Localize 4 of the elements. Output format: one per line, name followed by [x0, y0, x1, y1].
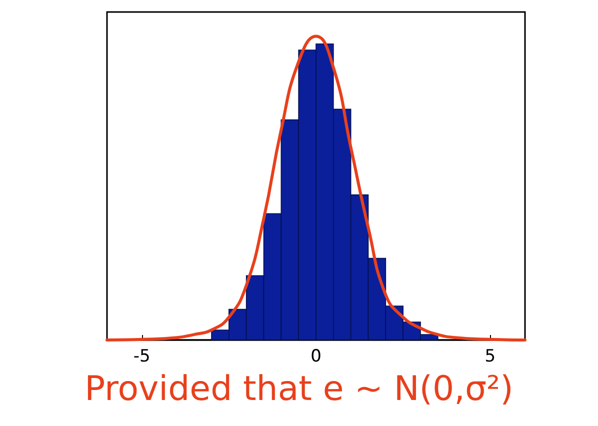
text: Provided that e ~ N(0,σ²): [84, 369, 514, 409]
x-tick-label: 0: [310, 346, 322, 366]
x-tick-label: -5: [133, 346, 150, 366]
x-tick-label: 5: [484, 346, 496, 366]
